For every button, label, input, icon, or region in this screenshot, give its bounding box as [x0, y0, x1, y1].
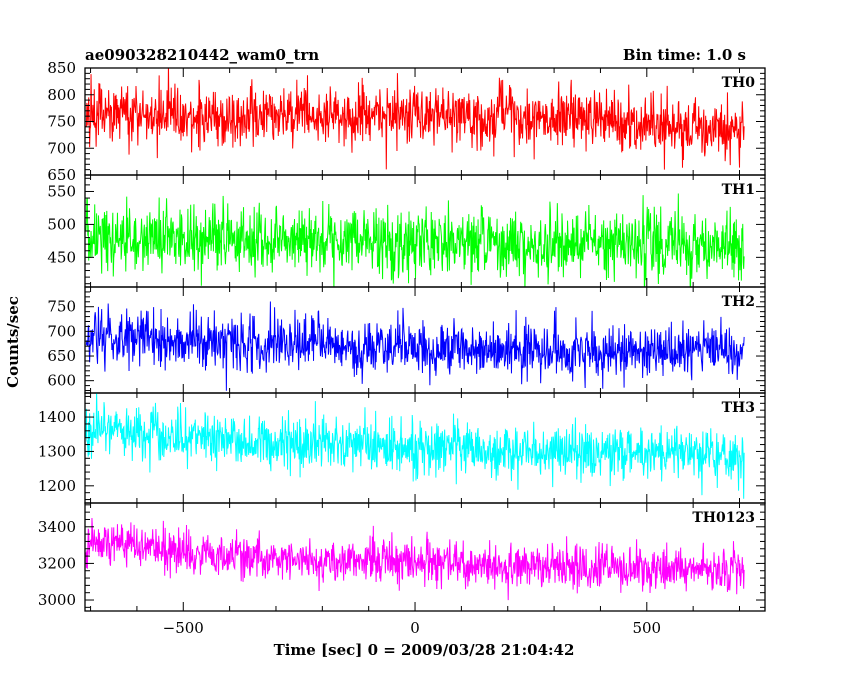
y-tick-label: 650	[47, 166, 76, 184]
series-line-th1	[85, 193, 745, 287]
series-line-th3	[85, 393, 745, 499]
x-tick-label: 0	[410, 619, 420, 637]
panel-th2: 600 650 700 750 TH2	[47, 286, 766, 394]
panel-label-th3: TH3	[722, 400, 755, 416]
panel-th0123: 3000 3200 3400 TH0123	[38, 502, 766, 612]
y-tick-label: 750	[47, 113, 76, 131]
series-line-th0	[85, 68, 745, 170]
x-tick-label: 500	[632, 619, 661, 637]
y-tick-label: 3200	[38, 554, 76, 572]
y-tick-label: 550	[47, 182, 76, 200]
chart-title-left: ae090328210442_wam0_trn	[85, 46, 319, 64]
panel-frame	[84, 502, 766, 612]
y-tick-label: 500	[47, 215, 76, 233]
x-tick-label: −500	[163, 619, 204, 637]
panel-th3: 1200 1300 1400 TH3	[38, 392, 766, 504]
y-axis-title: Counts/sec	[4, 296, 22, 388]
y-tick-label: 850	[47, 59, 76, 77]
y-tick-label: 3400	[38, 518, 76, 536]
y-tick-label: 1200	[38, 477, 76, 495]
y-tick-label: 450	[47, 248, 76, 266]
y-tick-label: 750	[47, 298, 76, 316]
y-tick-label: 650	[47, 347, 76, 365]
panel-label-th0: TH0	[722, 75, 756, 91]
y-tick-label: 700	[47, 322, 76, 340]
panel-label-th1: TH1	[722, 182, 755, 198]
y-tick-label: 800	[47, 86, 76, 104]
panel-th0: 650 700 750 800 850 TH0	[47, 59, 766, 184]
series-line-th2	[85, 301, 745, 391]
panel-label-th0123: TH0123	[692, 510, 755, 526]
y-tick-label: 1400	[38, 408, 76, 426]
panel-th1: 450 500 550 TH1	[47, 174, 766, 288]
x-axis-title: Time [sec] 0 = 2009/03/28 21:04:42	[274, 641, 575, 659]
y-tick-label: 3000	[38, 591, 76, 609]
y-tick-label: 1300	[38, 442, 76, 460]
series-line-th0123	[85, 517, 745, 601]
panel-label-th2: TH2	[722, 294, 755, 310]
y-tick-label: 700	[47, 139, 76, 157]
chart-title-right: Bin time: 1.0 s	[623, 46, 746, 64]
y-tick-label: 600	[47, 372, 76, 390]
panels-group: 650 700 750 800 850 TH0 450 500 550 TH1 600 650 700 7…	[38, 59, 766, 637]
